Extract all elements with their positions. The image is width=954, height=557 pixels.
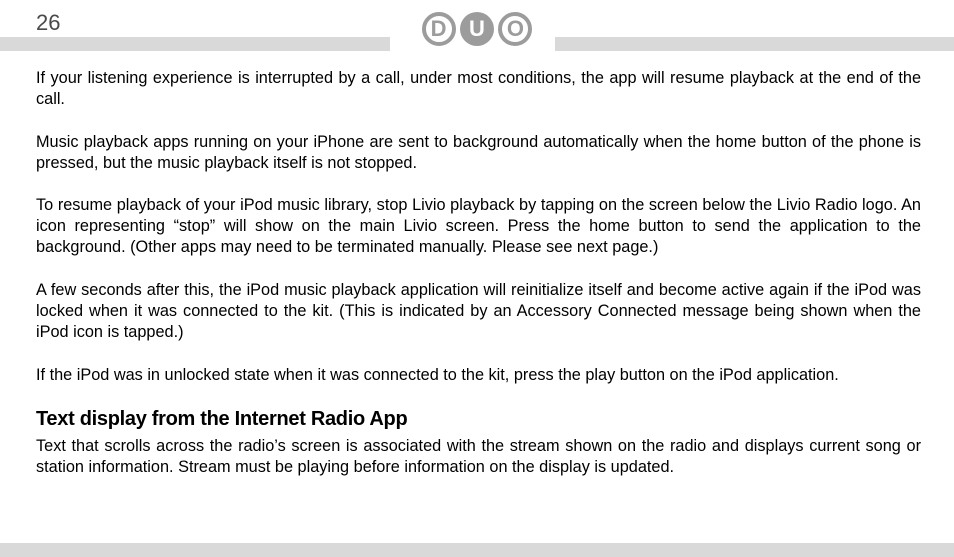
section-heading-text-display: Text display from the Internet Radio App	[36, 407, 921, 433]
paragraph-unlocked-state: If the iPod was in unlocked state when i…	[36, 365, 921, 386]
paragraph-background-playback: Music playback apps running on your iPho…	[36, 132, 921, 174]
duo-letter-d-icon: D	[422, 12, 456, 46]
paragraph-resume-ipod: To resume playback of your iPod music li…	[36, 195, 921, 258]
paragraph-call-interrupt: If your listening experience is interrup…	[36, 68, 921, 110]
duo-logo: D U O	[0, 12, 954, 46]
footer-bar	[0, 543, 954, 557]
duo-letter-o-icon: O	[498, 12, 532, 46]
duo-letter-u-icon: U	[460, 12, 494, 46]
document-page: 26 D U O If your listening experience is…	[0, 0, 954, 557]
body-content: If your listening experience is interrup…	[36, 68, 921, 478]
section-body-text-display: Text that scrolls across the radio’s scr…	[36, 436, 921, 478]
paragraph-reinitialize: A few seconds after this, the iPod music…	[36, 280, 921, 343]
